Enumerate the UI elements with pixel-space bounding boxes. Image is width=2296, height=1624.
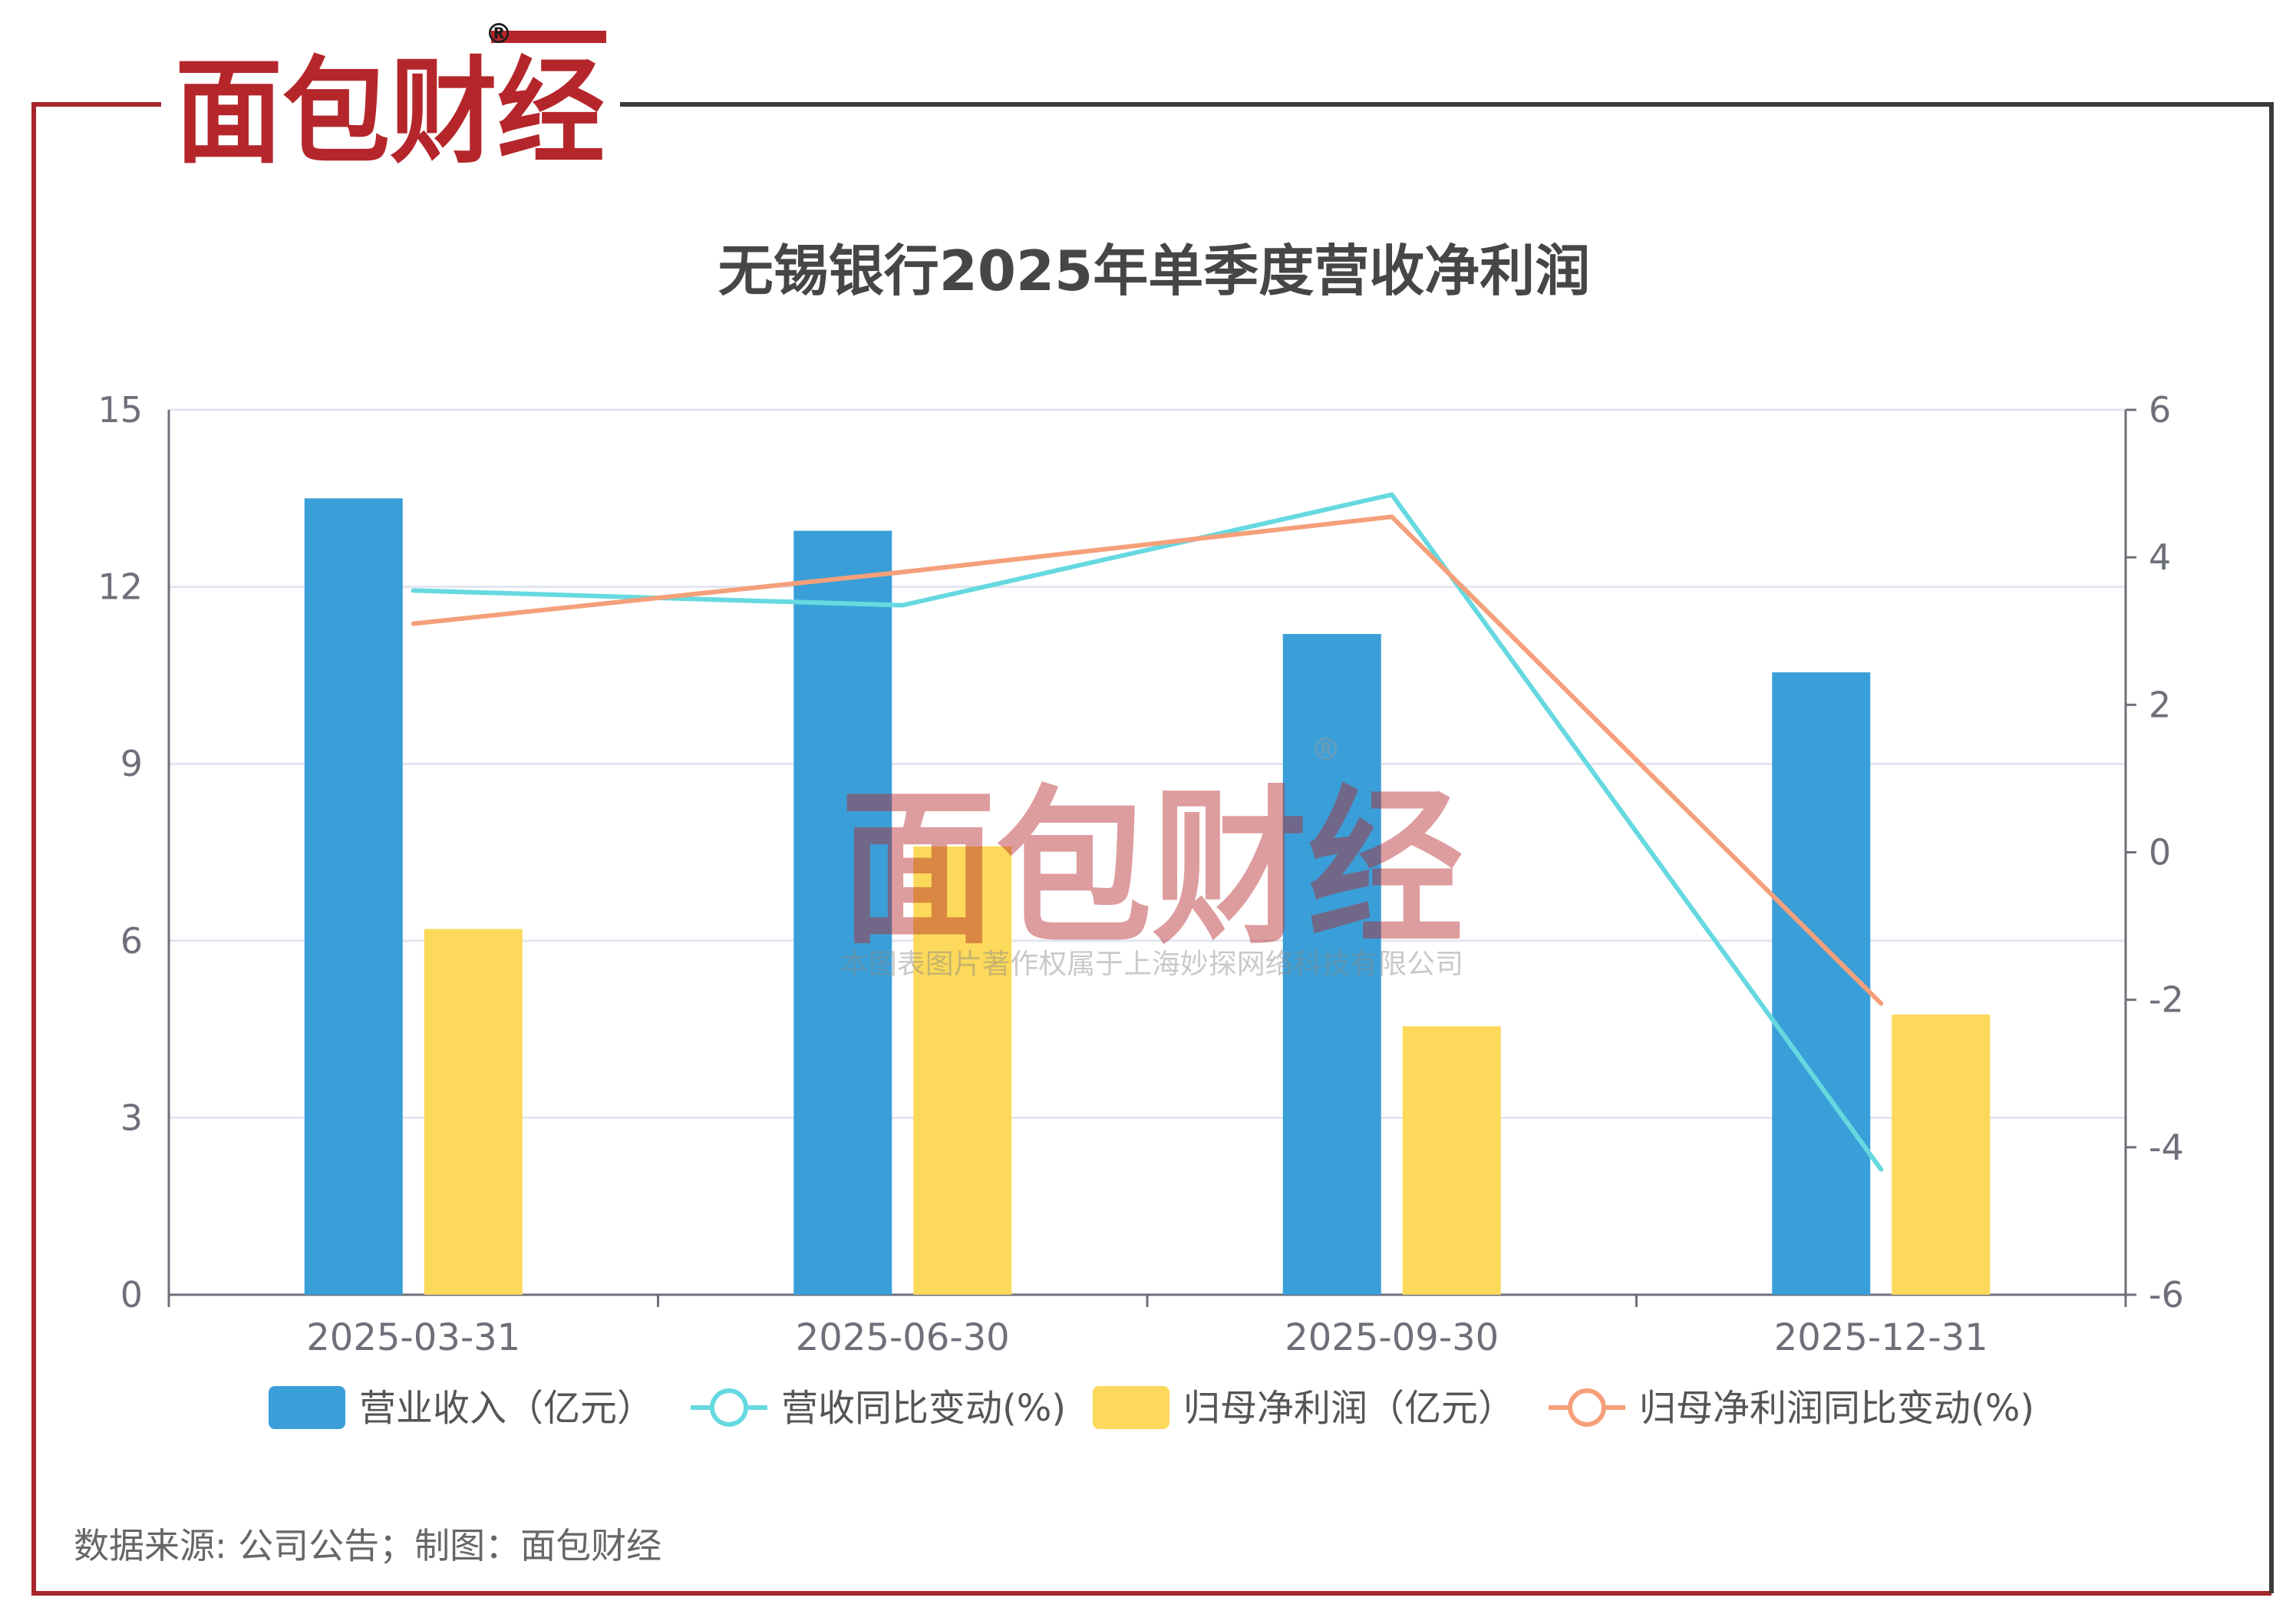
legend-label: 归母净利润同比变动(%) [1639, 1387, 2034, 1430]
revenue-bar [793, 530, 892, 1295]
legend-net-profit[interactable]: 归母净利润（亿元） [1093, 1386, 1515, 1430]
legend-net-profit-yoy[interactable]: 归母净利润同比变动(%) [1549, 1387, 2034, 1430]
bars [304, 498, 1991, 1295]
revenue-bar [304, 498, 403, 1295]
watermark-registered-mark: ® [1311, 732, 1341, 767]
legend-marker [1568, 1388, 1606, 1427]
tick-labels: 0 3 6 9 12 15 -6 -4 -2 0 2 4 6 2025-03-31 2025-06-30 20… [97, 389, 2183, 1359]
source-note: 数据来源: 公司公告；制图：面包财经 [74, 1525, 662, 1566]
x-axis-tick-label: 2025-09-30 [1285, 1316, 1499, 1359]
x-axis-tick-label: 2025-03-31 [306, 1316, 520, 1359]
legend-revenue-yoy[interactable]: 营收同比变动(%) [691, 1387, 1066, 1430]
net-profit-bar [1892, 1014, 1991, 1295]
y-axis-left-tick-label: 0 [120, 1274, 143, 1315]
net-profit-bar [424, 929, 523, 1295]
y-axis-left-tick-label: 6 [120, 920, 143, 962]
watermark-caption: 本图表图片著作权属于上海妙探网络科技有限公司 [840, 949, 1463, 980]
frame-border [31, 102, 2274, 1596]
lines [411, 492, 1884, 1172]
chart-title: 无锡银行2025年单季度营收净利润 [718, 239, 1590, 303]
y-axis-right-tick-label: -2 [2149, 979, 2184, 1021]
y-axis-right-tick-label: -6 [2149, 1274, 2184, 1315]
legend-bar-swatch [1093, 1386, 1169, 1429]
registered-mark: ® [485, 18, 513, 50]
revenue-bar [1282, 634, 1381, 1295]
brand-logo: ® 面包财经 [175, 18, 606, 180]
logo-text: 面包财经 [175, 46, 605, 180]
revenue-bar [1772, 672, 1871, 1295]
legend-label: 营收同比变动(%) [781, 1387, 1066, 1430]
y-axis-right-tick-label: 2 [2149, 684, 2171, 725]
legend-revenue[interactable]: 营业收入（亿元） [269, 1386, 654, 1430]
watermark: ® 面包财经 本图表图片著作权属于上海妙探网络科技有限公司 [840, 732, 1463, 980]
y-axis-right-tick-label: 6 [2149, 389, 2171, 431]
y-axis-left-tick-label: 12 [97, 566, 143, 608]
y-axis-left-tick-label: 15 [97, 389, 143, 431]
net-profit-bar [1402, 1026, 1501, 1295]
y-axis-left-tick-label: 3 [120, 1097, 143, 1138]
x-axis-tick-label: 2025-06-30 [796, 1316, 1010, 1359]
y-axis-left-tick-label: 9 [120, 743, 143, 784]
net-profit-bar [913, 846, 1012, 1295]
legend: 营业收入（亿元） 营收同比变动(%) 归母净利润（亿元） 归母净利润同比变动(%) [269, 1386, 2034, 1430]
x-axis-tick-label: 2025-12-31 [1774, 1316, 1988, 1359]
legend-bar-swatch [269, 1386, 345, 1429]
y-axis-right-tick-label: -4 [2149, 1127, 2184, 1168]
y-axis-right-tick-label: 4 [2149, 536, 2171, 578]
y-axis-right-tick-label: 0 [2149, 832, 2171, 873]
watermark-text: 面包财经 [840, 771, 1463, 967]
legend-marker [710, 1388, 748, 1427]
net-profit-yoy-line [411, 514, 1884, 1006]
legend-label: 营业收入（亿元） [359, 1387, 654, 1430]
legend-label: 归母净利润（亿元） [1183, 1387, 1515, 1430]
